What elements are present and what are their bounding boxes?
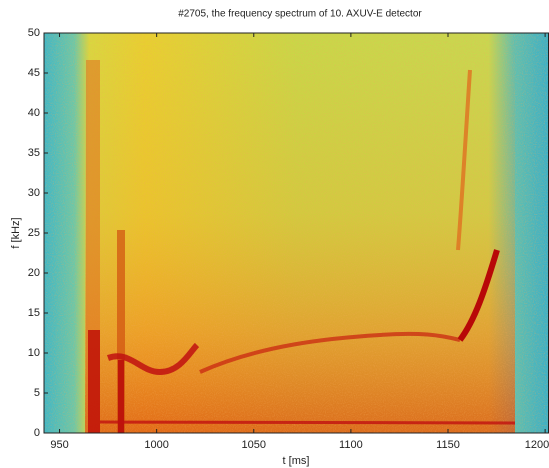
y-axis-label: f [kHz] [10, 217, 22, 248]
x-tick-label: 1100 [339, 439, 363, 451]
spectrogram-image [44, 33, 549, 433]
mode-trace [199, 331, 461, 374]
y-tick-label: 5 [34, 387, 40, 399]
y-tick-label: 15 [28, 307, 40, 319]
y-tick-label: 40 [28, 107, 40, 119]
y-tick-label: 10 [28, 347, 40, 359]
x-tick-label: 1200 [525, 439, 549, 451]
mode-trace [457, 249, 500, 342]
x-axis-label: t [ms] [283, 455, 310, 467]
burst [88, 330, 100, 433]
y-tick-label: 45 [28, 67, 40, 79]
x-tick-label: 1000 [144, 439, 168, 451]
mode-trace [456, 69, 472, 251]
y-tick-label: 25 [28, 227, 40, 239]
burst [118, 360, 124, 433]
x-tick-label: 1150 [436, 439, 460, 451]
y-tick-label: 30 [28, 187, 40, 199]
y-tick-label: 20 [28, 267, 40, 279]
x-tick-label: 1050 [242, 439, 266, 451]
x-tick-label: 950 [50, 439, 68, 451]
mode-trace [106, 342, 200, 376]
y-tick-label: 50 [28, 27, 40, 39]
y-tick-label: 35 [28, 147, 40, 159]
chart-title: #2705, the frequency spectrum of 10. AXU… [178, 9, 422, 20]
mode-trace [99, 420, 516, 425]
spectrum-noise [44, 33, 549, 433]
y-tick-label: 0 [34, 427, 40, 439]
burst [117, 230, 125, 433]
